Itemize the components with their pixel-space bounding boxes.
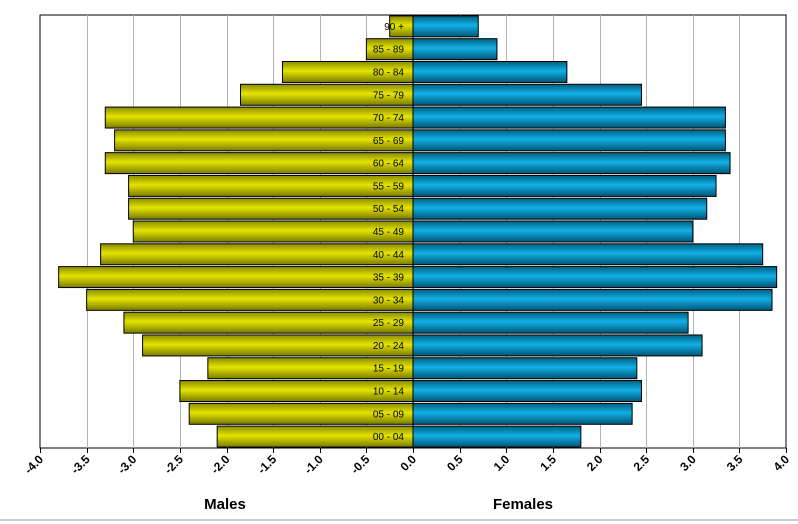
female-bar-60-64 bbox=[412, 152, 731, 175]
bars bbox=[58, 15, 778, 448]
male-bar-35-39 bbox=[58, 266, 414, 289]
female-bar-80-84 bbox=[412, 60, 568, 83]
x-tick-label: 1.5 bbox=[537, 452, 559, 474]
female-bar-45-49 bbox=[412, 220, 694, 243]
x-tick-label: -3.0 bbox=[115, 452, 140, 477]
x-tick-label: -0.5 bbox=[348, 452, 373, 477]
females-axis-title: Females bbox=[493, 496, 553, 513]
female-bar-05-09 bbox=[412, 402, 633, 425]
x-tick-label: 2.0 bbox=[584, 452, 606, 474]
female-bar-70-74 bbox=[412, 106, 726, 129]
category-label: 25 - 29 bbox=[373, 318, 405, 329]
female-bar-15-19 bbox=[412, 357, 638, 380]
x-tick-label: 3.5 bbox=[724, 452, 746, 474]
female-bar-55-59 bbox=[412, 174, 717, 197]
category-label: 55 - 59 bbox=[373, 181, 405, 192]
category-label: 90 + bbox=[384, 22, 404, 33]
category-label: 10 - 14 bbox=[373, 387, 405, 398]
x-tick-label: -4.0 bbox=[22, 452, 47, 477]
category-label: 15 - 19 bbox=[373, 364, 405, 375]
male-bar-30-34 bbox=[86, 288, 414, 311]
category-label: 65 - 69 bbox=[373, 136, 405, 147]
female-bar-25-29 bbox=[412, 311, 689, 334]
category-label: 20 - 24 bbox=[373, 341, 405, 352]
female-bar-10-14 bbox=[412, 380, 642, 403]
category-label: 50 - 54 bbox=[373, 204, 405, 215]
category-label: 70 - 74 bbox=[373, 113, 405, 124]
female-bar-75-79 bbox=[412, 83, 642, 106]
x-tick-label: -2.5 bbox=[161, 452, 186, 477]
category-label: 60 - 64 bbox=[373, 159, 405, 170]
x-tick-label: 4.0 bbox=[770, 452, 792, 474]
female-bar-30-34 bbox=[412, 288, 773, 311]
category-labels: 00 - 04 05 - 09 10 - 14 15 - 19 20 - 24 25 - … bbox=[373, 22, 405, 443]
female-bar-85-89 bbox=[412, 38, 498, 61]
category-label: 40 - 44 bbox=[373, 250, 405, 261]
male-bar-65-69 bbox=[114, 129, 414, 152]
male-bar-55-59 bbox=[128, 174, 414, 197]
category-label: 35 - 39 bbox=[373, 273, 405, 284]
female-bar-90plus bbox=[412, 15, 479, 38]
male-bar-70-74 bbox=[104, 106, 414, 129]
category-label: 75 - 79 bbox=[373, 90, 405, 101]
x-tick-label: 1.0 bbox=[491, 452, 513, 474]
female-bar-40-44 bbox=[412, 243, 764, 266]
x-tick-label: -3.5 bbox=[68, 452, 93, 477]
category-label: 80 - 84 bbox=[373, 67, 405, 78]
male-bar-40-44 bbox=[100, 243, 414, 266]
female-bar-50-54 bbox=[412, 197, 708, 220]
male-bar-50-54 bbox=[128, 197, 414, 220]
male-bar-45-49 bbox=[132, 220, 414, 243]
male-bar-25-29 bbox=[123, 311, 414, 334]
x-tick-label: -1.0 bbox=[301, 452, 326, 477]
x-tick-label: 0.0 bbox=[397, 452, 419, 474]
x-tick-labels: -4.0 -3.5 -3.0 -2.5 -2.0 -1.5 -1.0 -0.5 0.0 0.5 1.… bbox=[22, 452, 793, 477]
female-bar-65-69 bbox=[412, 129, 726, 152]
x-tick-label: 2.5 bbox=[631, 452, 653, 474]
female-bar-35-39 bbox=[412, 266, 778, 289]
category-label: 00 - 04 bbox=[373, 432, 405, 443]
x-tick-label: 3.0 bbox=[677, 452, 699, 474]
female-bar-00-04 bbox=[412, 425, 582, 448]
category-label: 30 - 34 bbox=[373, 295, 405, 306]
x-tick-label: -1.5 bbox=[255, 452, 280, 477]
x-tick-label: -2.0 bbox=[208, 452, 233, 477]
category-label: 45 - 49 bbox=[373, 227, 405, 238]
males-axis-title: Males bbox=[204, 496, 246, 513]
category-label: 85 - 89 bbox=[373, 45, 405, 56]
female-bar-20-24 bbox=[412, 334, 703, 357]
male-bar-60-64 bbox=[104, 152, 414, 175]
category-label: 05 - 09 bbox=[373, 409, 405, 420]
x-tick-label: 0.5 bbox=[444, 452, 466, 474]
